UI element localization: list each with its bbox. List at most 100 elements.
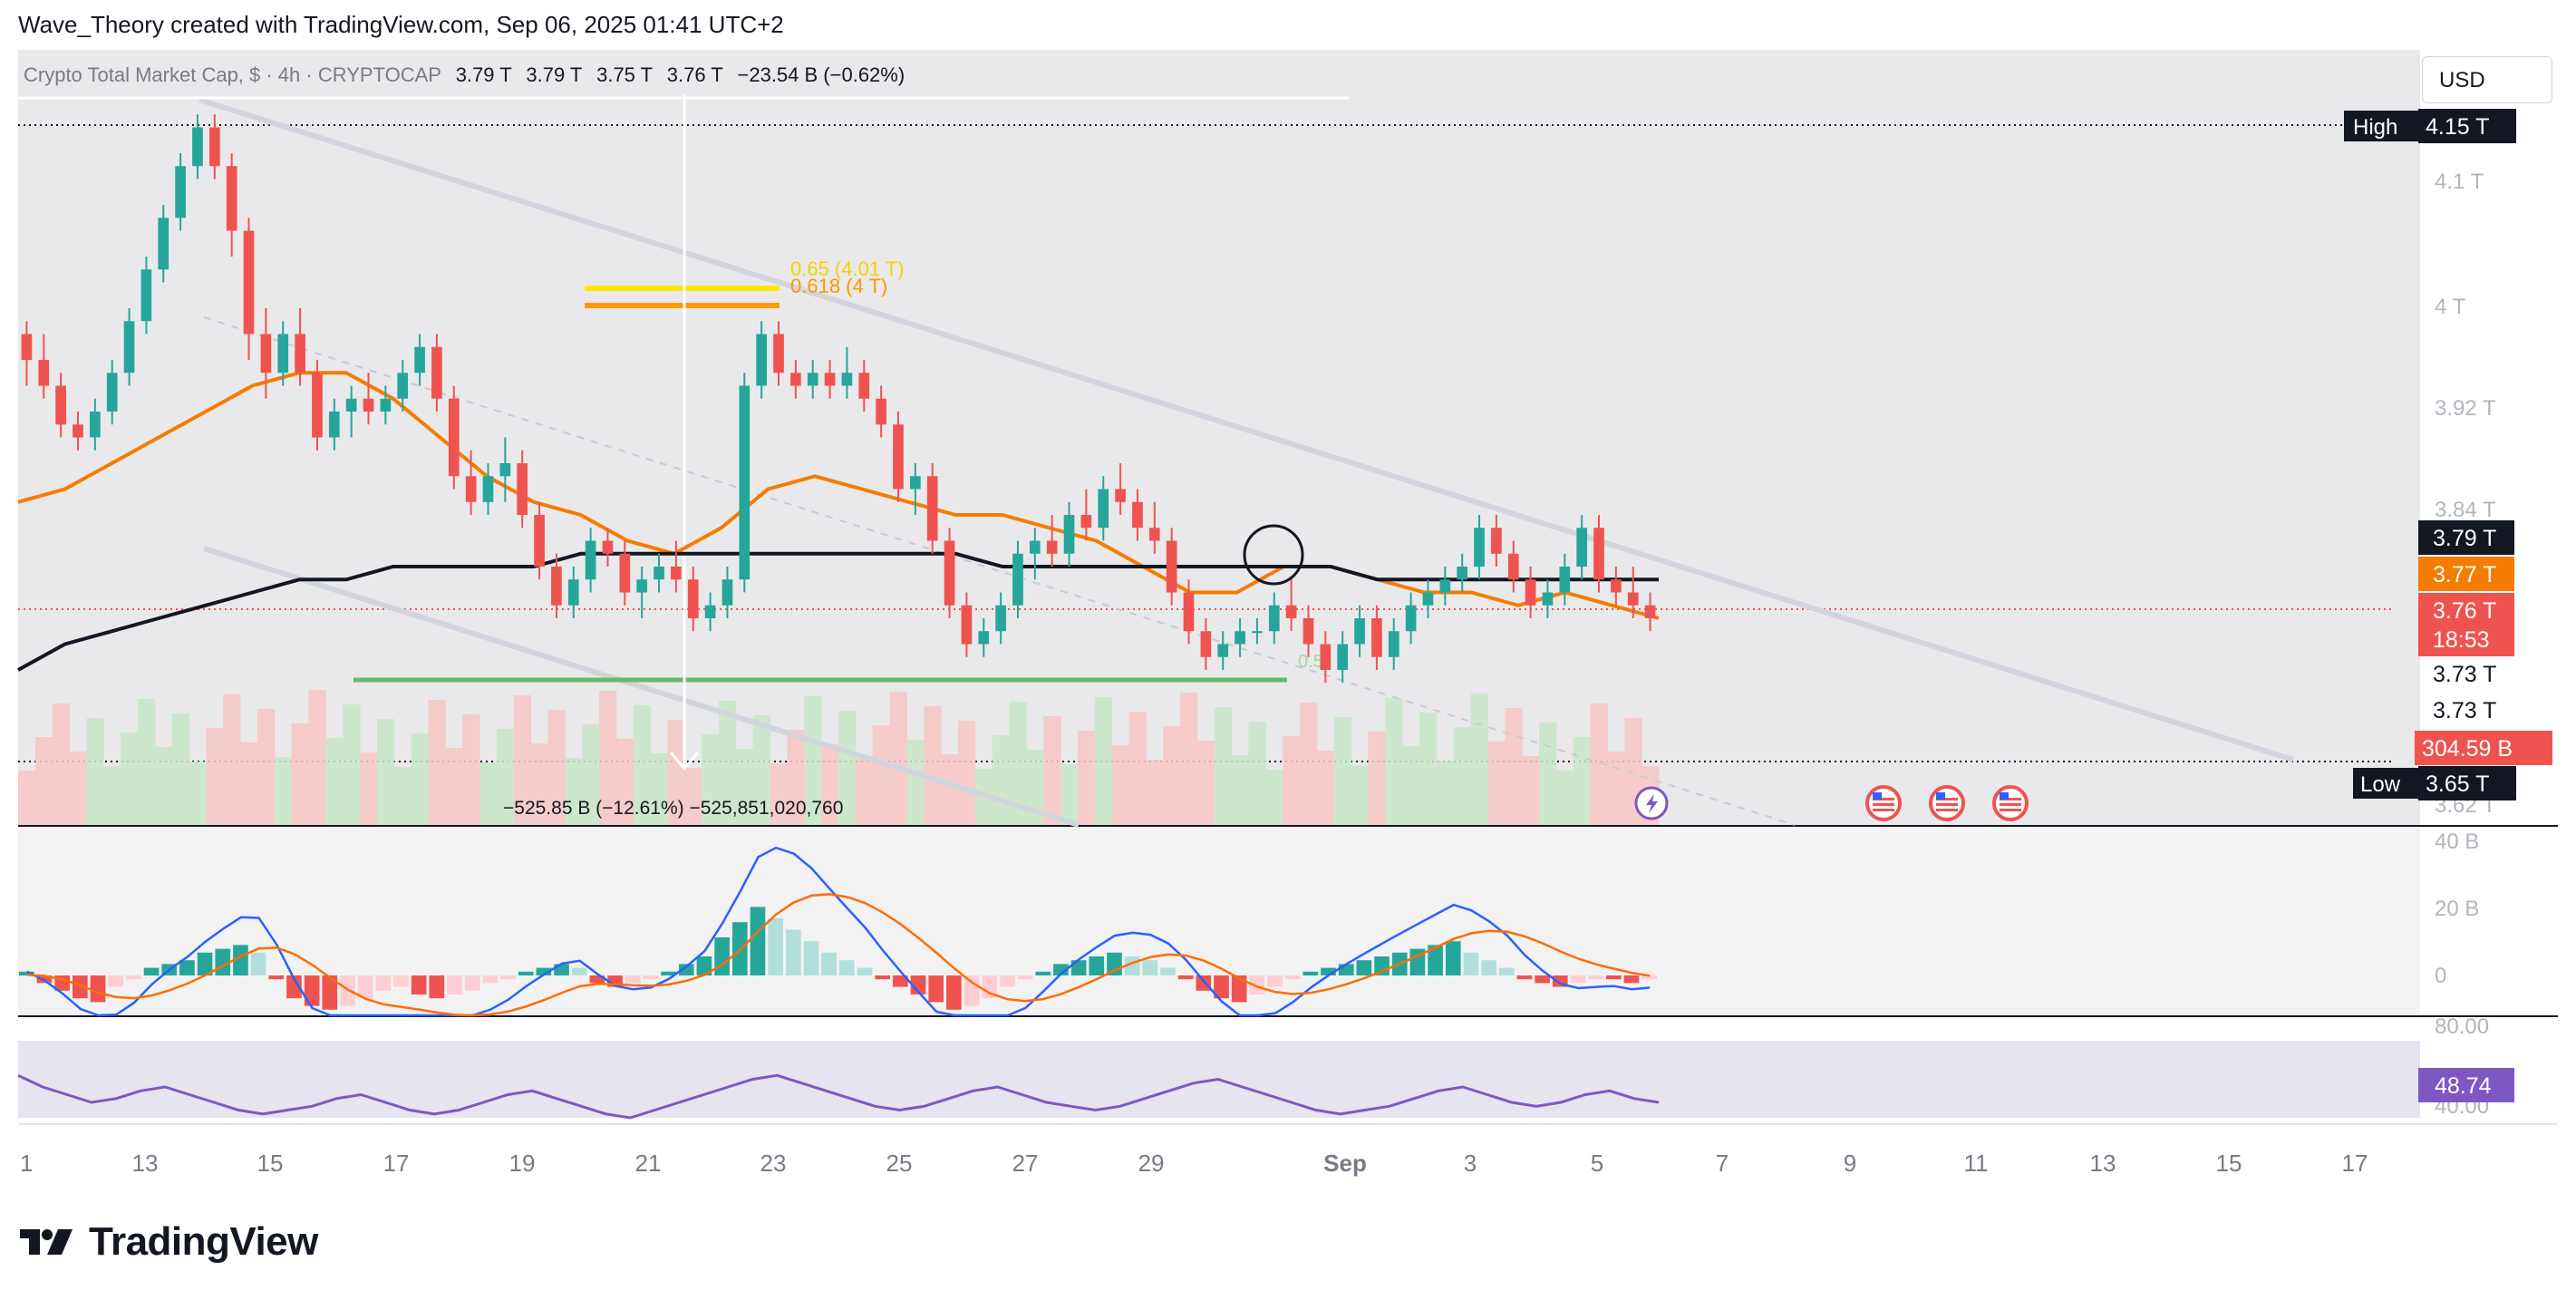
volume-bar (1009, 702, 1027, 825)
volume-bar (18, 771, 36, 825)
macd-histogram-bar (500, 975, 516, 980)
candle-up (397, 373, 409, 399)
mid-dashed-trendline (203, 316, 1796, 826)
time-tick-label: 19 (509, 1150, 536, 1177)
macd-histogram-bar (1160, 967, 1176, 975)
volume-bar (274, 757, 293, 825)
volume-bar (1402, 746, 1420, 825)
time-axis[interactable]: 1 13 15 17 19 21 23 25 27 29 Sep 3 5 7 9 11 13 15 17 (20, 1150, 2368, 1177)
price-tick-label: 3.84 T (2435, 498, 2496, 522)
volume-bar (1607, 752, 1625, 825)
candle-down (858, 373, 870, 399)
time-tick-label: 29 (1138, 1150, 1165, 1177)
candle-down (1200, 631, 1212, 657)
candle-down (363, 398, 374, 412)
candle-down (1183, 592, 1195, 632)
time-tick-label: 15 (257, 1150, 284, 1177)
time-tick-label: 17 (383, 1150, 410, 1177)
alert-icon[interactable] (1634, 786, 1669, 820)
volume-bar (547, 710, 566, 825)
macd-histogram-bar (1249, 975, 1265, 994)
volume-bar (496, 729, 515, 825)
volume-bar (633, 705, 652, 825)
macd-histogram-bar (108, 975, 124, 987)
candle-down (1046, 540, 1058, 554)
volume-bar (667, 720, 685, 825)
volume-bar (582, 724, 600, 825)
candle-up (1542, 592, 1554, 606)
macd-signal-line (26, 893, 1651, 1017)
candle-down (226, 166, 237, 231)
macd-tick-label: 40 B (2435, 829, 2479, 854)
time-tick-label: 21 (635, 1150, 662, 1177)
candle-down (671, 567, 682, 580)
us-flag-icon[interactable] (1929, 785, 1965, 821)
candle-down (944, 540, 955, 606)
macd-histogram-bar (768, 918, 783, 975)
us-flag-icon[interactable] (1992, 785, 2029, 821)
currency-button[interactable]: USD (2422, 56, 2552, 103)
candle-up (1388, 631, 1399, 657)
macd-histogram-bar (1035, 971, 1051, 975)
volume-bar (787, 730, 805, 825)
brand[interactable]: TradingView (18, 1219, 318, 1265)
time-tick-label: 13 (2090, 1150, 2116, 1177)
candle-down (312, 373, 323, 438)
macd-histogram-bar (1356, 960, 1372, 975)
countdown-label-text: 18:53 (2433, 627, 2490, 653)
candle-down (431, 346, 442, 399)
candle-up (1063, 515, 1075, 554)
volume-bar (206, 728, 224, 825)
macd-histogram-bar (696, 956, 712, 975)
candle-up (1217, 644, 1229, 657)
candle-up (909, 476, 921, 490)
macd-histogram-bar (375, 975, 392, 991)
tradingview-logo-icon-dot (42, 1229, 53, 1240)
low-price-label (2418, 766, 2516, 800)
macd-histogram-bar (1588, 975, 1603, 980)
high-tag-text: High (2353, 115, 2397, 140)
volume-bar (1128, 712, 1147, 825)
candle-down (1115, 489, 1126, 502)
candle-down (687, 579, 699, 618)
candle-up (380, 398, 392, 412)
macd-histogram-bar (250, 952, 266, 975)
volume-bar (1316, 751, 1335, 825)
macd-histogram-bar (1142, 960, 1158, 975)
candle-up (1457, 567, 1468, 580)
candle-down (1491, 528, 1502, 554)
price-label-text: 3.73 T (2433, 698, 2496, 723)
macd-histogram-bar (1284, 975, 1301, 980)
volume-bar (103, 766, 121, 825)
candle-down (1320, 644, 1332, 670)
candle-down (260, 334, 272, 374)
ema-orange-line (17, 371, 1660, 620)
candle-up (277, 334, 289, 374)
us-flag-icon[interactable] (1865, 785, 1902, 821)
macd-histogram-bar (197, 952, 213, 975)
volume-bar (343, 704, 361, 825)
price-tick-label: 4.1 T (2435, 170, 2484, 194)
volume-bar (121, 732, 139, 825)
macd-histogram-bar (1641, 975, 1657, 980)
macd-histogram-bar (982, 975, 998, 999)
time-tick-label: 25 (886, 1150, 913, 1177)
price-axis[interactable]: 4.1 T 4 T 3.92 T 3.84 T 3.62 T High 4.15… (2344, 109, 2552, 1119)
ema-orange-price-label-text: 3.77 T (2433, 562, 2496, 587)
volume-bar (770, 763, 788, 825)
candle-down (1132, 501, 1143, 529)
time-tick-label: 17 (2342, 1150, 2368, 1177)
macd-histogram-bar (268, 975, 285, 980)
volume-bar (428, 700, 446, 825)
macd-histogram-bar (1017, 975, 1033, 980)
macd-histogram-bar (1570, 975, 1586, 984)
candle-down (55, 385, 66, 425)
volume-bar (752, 715, 771, 825)
macd-histogram-bar (571, 967, 587, 975)
macd-histogram-bar (411, 975, 427, 994)
rsi-line (17, 1073, 1660, 1120)
volume-bar (325, 738, 344, 825)
candle-up (499, 463, 511, 477)
volume-bar (1163, 726, 1181, 825)
